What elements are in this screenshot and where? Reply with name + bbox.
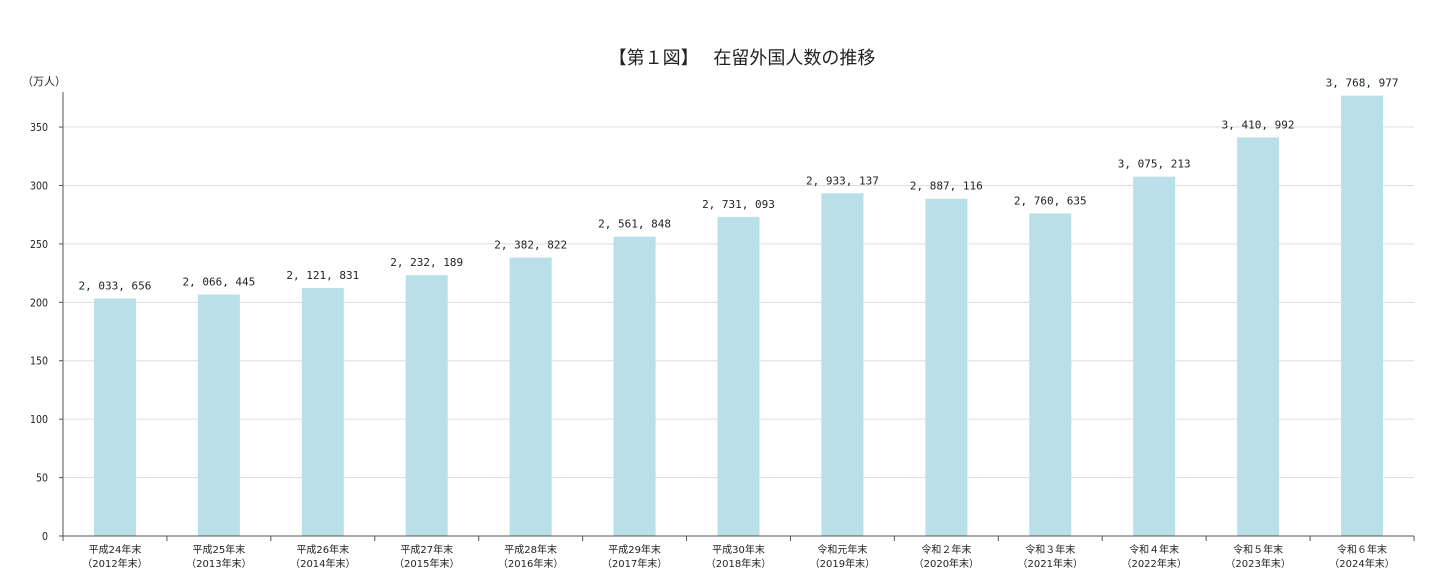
- bar: [1029, 213, 1072, 536]
- x-tick-label-year: （2019年末）: [810, 557, 875, 570]
- chart-title: 【第１図】 在留外国人数の推移: [609, 48, 876, 69]
- x-tick-label-year: （2017年末）: [602, 557, 667, 570]
- y-tick-label: 300: [30, 180, 48, 192]
- data-label: 2, 121, 831: [286, 269, 359, 282]
- y-axis-unit-label: （万人）: [22, 75, 66, 88]
- data-label: 2, 933, 137: [806, 174, 879, 187]
- data-label: 3, 410, 992: [1222, 118, 1295, 131]
- y-tick-label: 350: [30, 122, 48, 134]
- x-tick-label: 令和２年末: [921, 543, 971, 556]
- x-tick-label: 令和３年末: [1025, 543, 1075, 556]
- bar: [93, 298, 136, 536]
- x-tick-label-year: （2023年末）: [1225, 557, 1290, 570]
- bar: [1237, 137, 1280, 536]
- x-tick-label: 令和５年末: [1233, 543, 1283, 556]
- x-tick-label: 令和元年末: [817, 543, 867, 556]
- y-tick-label: 150: [30, 356, 48, 368]
- y-tick-label: 0: [42, 531, 48, 543]
- x-tick-label: 平成28年末: [504, 543, 557, 556]
- x-tick-label-year: （2022年末）: [1121, 557, 1186, 570]
- x-tick-label: 平成29年末: [608, 543, 661, 556]
- bar: [1133, 176, 1176, 536]
- x-tick-label: 令和４年末: [1129, 543, 1179, 556]
- x-tick-label: 平成26年末: [296, 543, 349, 556]
- x-tick-label-year: （2020年末）: [914, 557, 979, 570]
- x-tick-label: 平成25年末: [193, 543, 246, 556]
- bars: [93, 95, 1384, 537]
- bar: [301, 288, 344, 536]
- x-tick-label-year: （2021年末）: [1018, 557, 1083, 570]
- bar: [1341, 95, 1384, 537]
- data-label: 2, 731, 093: [702, 198, 775, 211]
- x-tick-label-year: （2018年末）: [706, 557, 771, 570]
- x-tick-label-year: （2014年末）: [290, 557, 355, 570]
- axes: [59, 92, 1415, 541]
- y-tick-label: 250: [30, 239, 48, 251]
- y-tick-label: 200: [30, 297, 48, 309]
- x-tick-label-year: （2015年末）: [394, 557, 459, 570]
- data-label: 2, 232, 189: [390, 256, 463, 269]
- bar: [509, 257, 552, 536]
- y-tick-label: 50: [36, 473, 48, 485]
- y-tick-label: 100: [30, 414, 48, 426]
- data-label: 2, 033, 656: [79, 279, 152, 292]
- bar: [717, 216, 760, 536]
- data-label: 2, 382, 822: [494, 239, 567, 252]
- data-label: 2, 887, 116: [910, 180, 983, 193]
- x-tick-label: 平成27年末: [400, 543, 453, 556]
- x-tick-label: 平成30年末: [712, 543, 765, 556]
- bar: [613, 236, 656, 537]
- x-tick-label-year: （2024年末）: [1329, 557, 1394, 570]
- bar: [405, 275, 448, 536]
- data-label: 2, 561, 848: [598, 218, 671, 231]
- x-tick-label-year: （2012年末）: [82, 557, 147, 570]
- data-label: 2, 066, 445: [182, 276, 255, 289]
- bar: [925, 198, 968, 537]
- data-label: 3, 768, 977: [1326, 77, 1399, 90]
- x-tick-label-year: （2016年末）: [498, 557, 563, 570]
- x-tick-label-year: （2013年末）: [186, 557, 251, 570]
- data-label: 2, 760, 635: [1014, 194, 1087, 207]
- x-tick-label: 平成24年末: [89, 543, 142, 556]
- data-label: 3, 075, 213: [1118, 158, 1191, 171]
- bar: [197, 294, 240, 536]
- bar: [821, 193, 864, 536]
- x-tick-label: 令和６年末: [1337, 543, 1387, 556]
